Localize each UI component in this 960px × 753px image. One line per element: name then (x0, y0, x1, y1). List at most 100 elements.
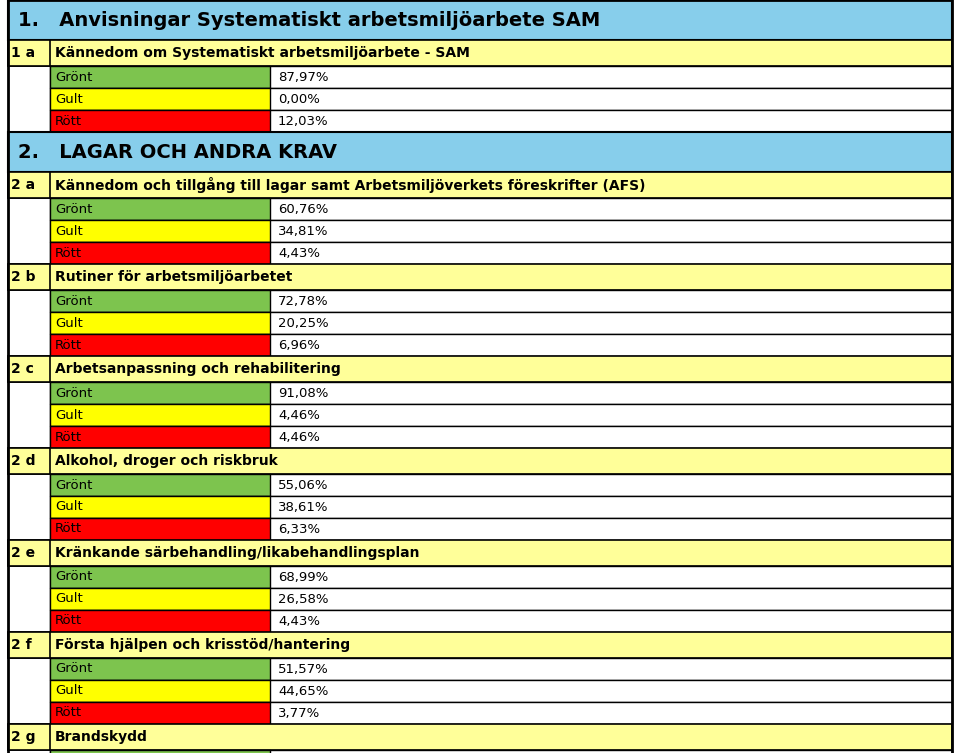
Text: 1 a: 1 a (11, 46, 36, 60)
Bar (50, 198, 952, 220)
Text: 91,08%: 91,08% (278, 386, 328, 400)
Bar (50, 658, 270, 680)
Text: Rött: Rött (55, 339, 83, 352)
Text: 2 d: 2 d (11, 454, 36, 468)
Bar (50, 658, 952, 680)
Text: Alkohol, droger och riskbruk: Alkohol, droger och riskbruk (55, 454, 277, 468)
Bar (50, 474, 270, 496)
Text: 60,76%: 60,76% (278, 203, 328, 215)
Text: Grönt: Grönt (55, 203, 92, 215)
Bar (50, 334, 270, 356)
Bar (50, 66, 952, 88)
Bar (8, 172, 952, 198)
Text: 12,03%: 12,03% (278, 114, 328, 127)
Bar (50, 702, 270, 724)
Text: Rött: Rött (55, 614, 83, 627)
Bar (8, 356, 50, 382)
Bar (50, 566, 270, 588)
Text: Gult: Gult (55, 408, 83, 422)
Text: 2 e: 2 e (11, 546, 36, 560)
Bar (8, 40, 952, 66)
Bar (50, 88, 952, 110)
Text: 2.   LAGAR OCH ANDRA KRAV: 2. LAGAR OCH ANDRA KRAV (18, 142, 337, 161)
Bar (50, 518, 270, 540)
Bar (8, 448, 50, 474)
Bar (8, 724, 952, 750)
Text: Rutiner för arbetsmiljöarbetet: Rutiner för arbetsmiljöarbetet (55, 270, 293, 284)
Text: Gult: Gult (55, 316, 83, 330)
Text: 26,58%: 26,58% (278, 593, 328, 605)
Bar (50, 474, 952, 496)
Bar (50, 198, 270, 220)
Bar (8, 356, 952, 382)
Bar (50, 110, 952, 132)
Bar (8, 540, 952, 566)
Text: Rött: Rött (55, 523, 83, 535)
Text: 34,81%: 34,81% (278, 224, 328, 237)
Bar (50, 88, 270, 110)
Bar (50, 426, 952, 448)
Bar (50, 110, 270, 132)
Text: 20,25%: 20,25% (278, 316, 328, 330)
Text: Gult: Gult (55, 593, 83, 605)
Bar (50, 66, 270, 88)
Text: 4,46%: 4,46% (278, 408, 320, 422)
Text: Rött: Rött (55, 706, 83, 720)
Bar (8, 540, 50, 566)
Bar (50, 610, 270, 632)
Bar (8, 632, 50, 658)
Text: 51,57%: 51,57% (278, 663, 328, 675)
Text: Grönt: Grönt (55, 386, 92, 400)
Bar (50, 404, 952, 426)
Bar (8, 448, 952, 474)
Text: 1.   Anvisningar Systematiskt arbetsmiljöarbete SAM: 1. Anvisningar Systematiskt arbetsmiljöa… (18, 11, 600, 29)
Text: 4,43%: 4,43% (278, 246, 320, 260)
Text: Grönt: Grönt (55, 71, 92, 84)
Bar (8, 264, 50, 290)
Text: Kännedom och tillgång till lagar samt Arbetsmiljöverkets föreskrifter (AFS): Kännedom och tillgång till lagar samt Ar… (55, 177, 645, 193)
Text: 4,43%: 4,43% (278, 614, 320, 627)
Text: 0,00%: 0,00% (278, 93, 320, 105)
Bar (50, 220, 270, 242)
Bar (50, 680, 952, 702)
Text: 2 f: 2 f (11, 638, 32, 652)
Text: Brandskydd: Brandskydd (55, 730, 148, 744)
Text: 2 b: 2 b (11, 270, 36, 284)
Bar (50, 382, 952, 404)
Bar (8, 0, 952, 40)
Bar (8, 264, 952, 290)
Bar (50, 588, 270, 610)
Text: 44,65%: 44,65% (278, 684, 328, 697)
Text: Rött: Rött (55, 114, 83, 127)
Text: Arbetsanpassning och rehabilitering: Arbetsanpassning och rehabilitering (55, 362, 341, 376)
Text: Rött: Rött (55, 246, 83, 260)
Text: Grönt: Grönt (55, 663, 92, 675)
Bar (50, 220, 952, 242)
Bar (8, 40, 50, 66)
Bar (50, 750, 952, 753)
Bar (8, 632, 952, 658)
Text: 72,78%: 72,78% (278, 294, 328, 307)
Text: 4,46%: 4,46% (278, 431, 320, 444)
Bar (50, 426, 270, 448)
Text: 6,33%: 6,33% (278, 523, 320, 535)
Text: 68,99%: 68,99% (278, 571, 328, 584)
Text: 2 g: 2 g (11, 730, 36, 744)
Bar (50, 334, 952, 356)
Text: 2 a: 2 a (11, 178, 36, 192)
Bar (50, 610, 952, 632)
Bar (50, 518, 952, 540)
Text: Grönt: Grönt (55, 294, 92, 307)
Bar (50, 588, 952, 610)
Bar (50, 496, 270, 518)
Bar (50, 312, 270, 334)
Text: 38,61%: 38,61% (278, 501, 328, 514)
Text: Rött: Rött (55, 431, 83, 444)
Bar (50, 496, 952, 518)
Text: Grönt: Grönt (55, 478, 92, 492)
Text: Gult: Gult (55, 501, 83, 514)
Text: 3,77%: 3,77% (278, 706, 321, 720)
Bar (50, 404, 270, 426)
Text: Kännedom om Systematiskt arbetsmiljöarbete - SAM: Kännedom om Systematiskt arbetsmiljöarbe… (55, 46, 469, 60)
Bar (8, 132, 952, 172)
